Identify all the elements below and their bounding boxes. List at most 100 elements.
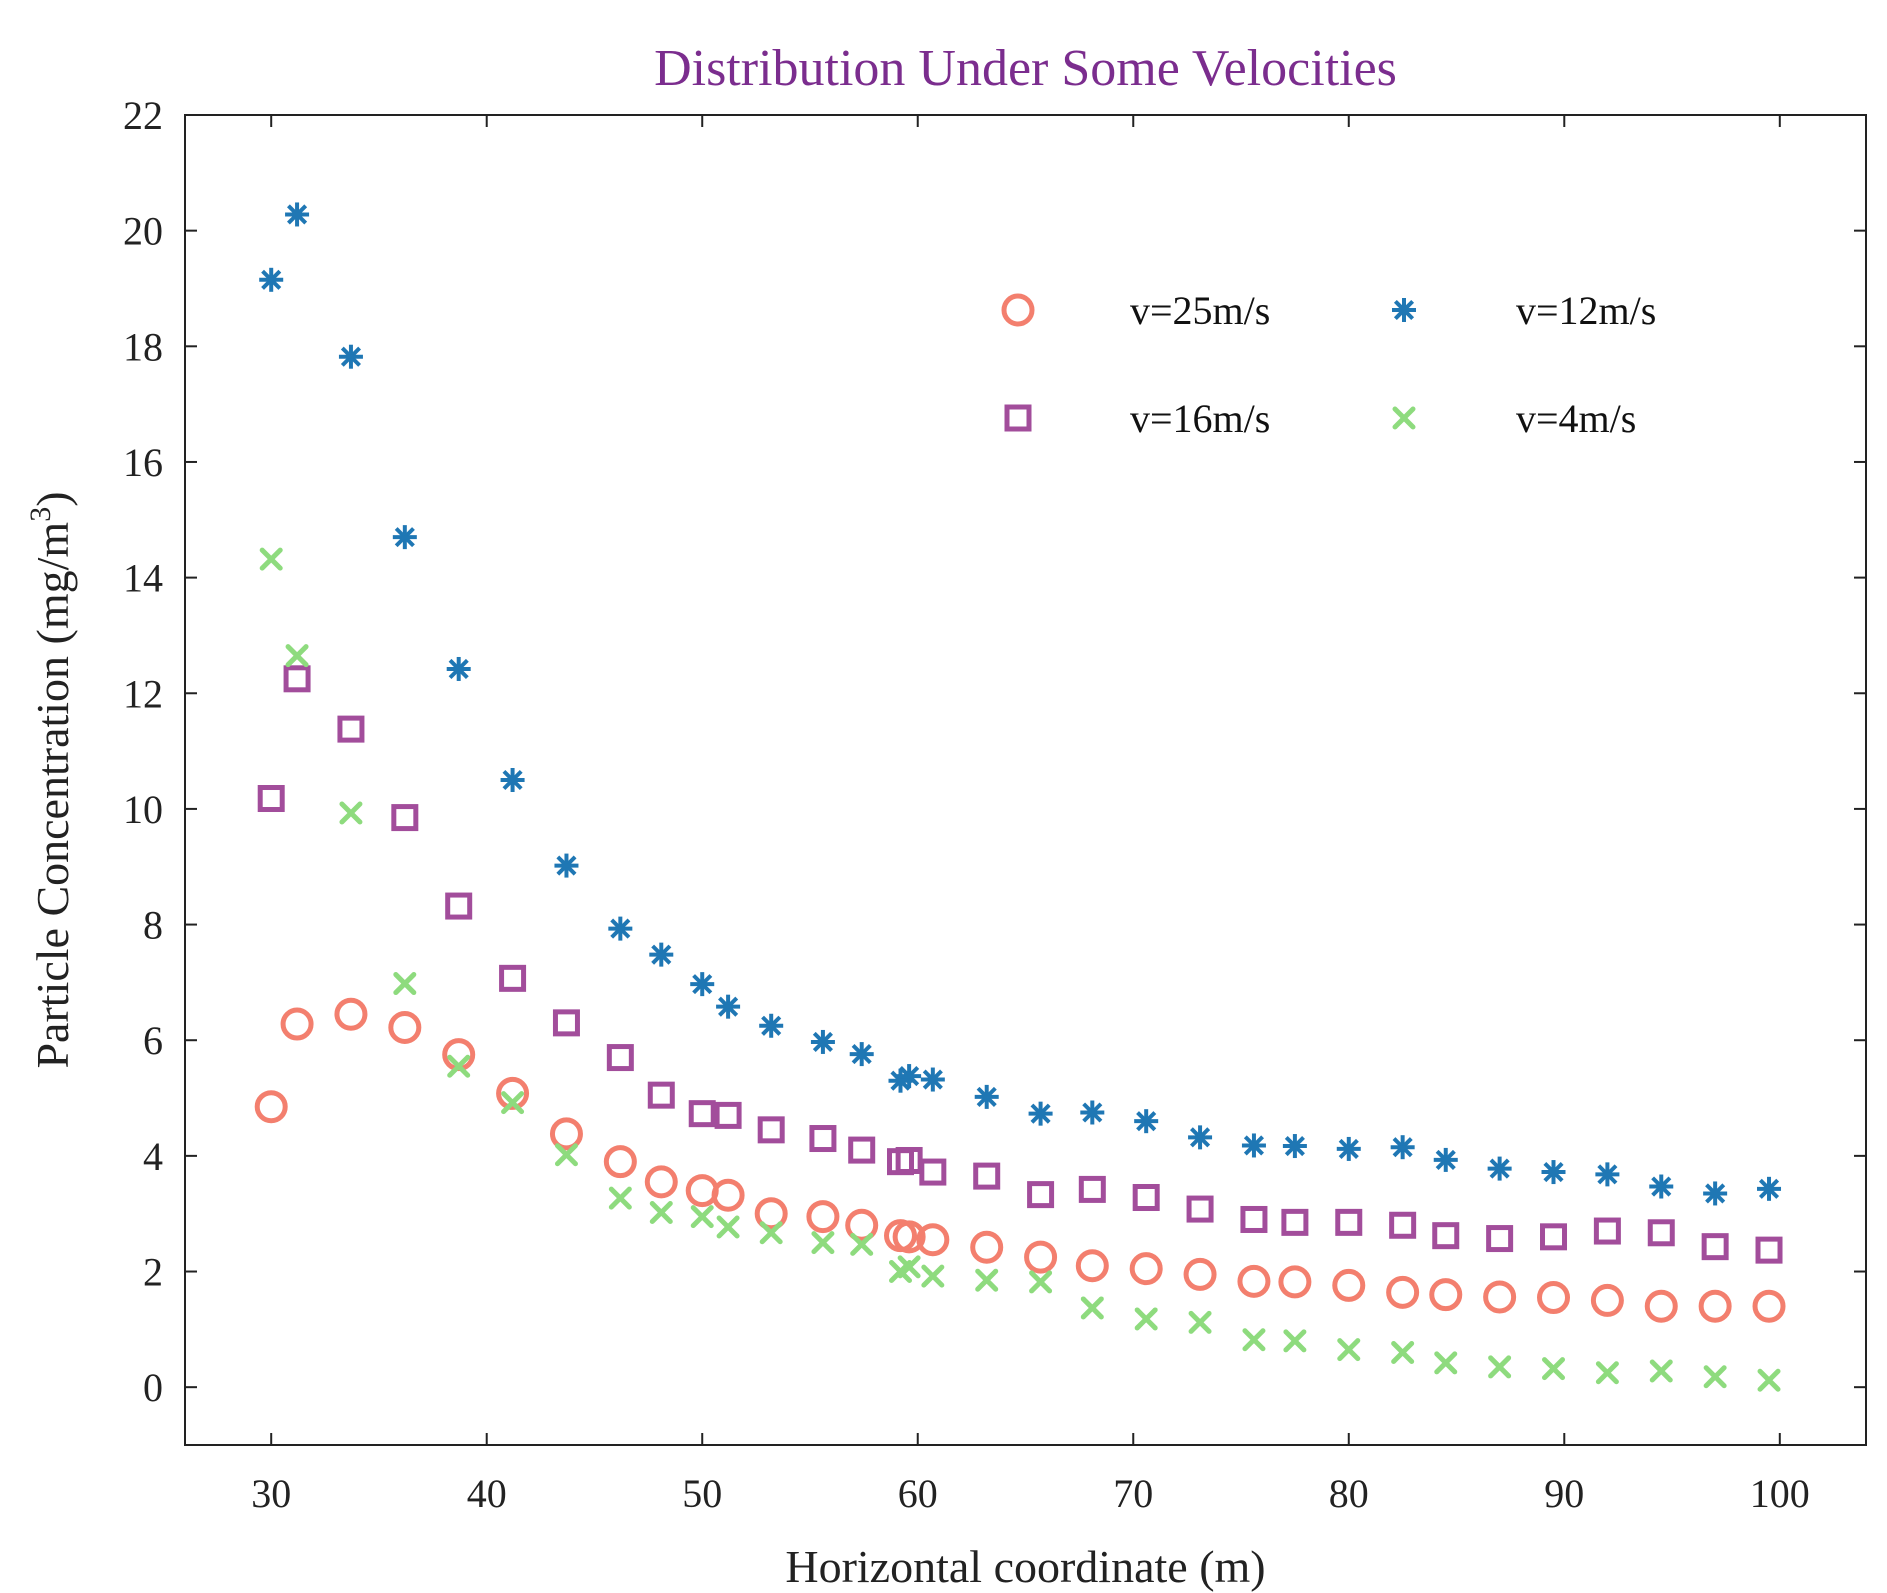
data-point-v-16m-s [1755, 1236, 1783, 1264]
data-point-v-4m-s [716, 1215, 740, 1239]
data-point-v-16m-s [499, 964, 527, 992]
data-point-v-16m-s [1432, 1222, 1460, 1250]
data-point-v-16m-s [1240, 1205, 1268, 1233]
data-point-v-12m-s [1188, 1125, 1213, 1150]
x-stroke [285, 644, 309, 668]
x-stroke [850, 1232, 874, 1256]
data-point-v-16m-s [1186, 1195, 1214, 1223]
data-point-v-12m-s [285, 202, 310, 227]
data-point-v-25m-s [892, 1220, 926, 1254]
x-stroke [1595, 1361, 1619, 1385]
x-stroke [1488, 1355, 1512, 1379]
y-axis-title: Particle Concentration (mg/m3) [24, 491, 78, 1068]
data-point-v-16m-s [1335, 1208, 1363, 1236]
data-point-v-16m-s [647, 1081, 675, 1109]
data-point-v-16m-s [973, 1162, 1001, 1190]
x-stroke [811, 1231, 835, 1255]
data-point-v-4m-s [1757, 1368, 1781, 1392]
legend-label: v=4m/s [1516, 396, 1636, 441]
data-point-v-4m-s [850, 1232, 874, 1256]
data-point-v-4m-s [1080, 1296, 1104, 1320]
data-point-v-12m-s [690, 972, 715, 997]
data-point-v-25m-s [1024, 1240, 1058, 1274]
x-tick-label: 90 [1544, 1471, 1584, 1516]
data-point-v-25m-s [644, 1165, 678, 1199]
data-point-v-12m-s [1703, 1181, 1728, 1206]
data-point-v-25m-s [1129, 1252, 1163, 1286]
data-point-v-4m-s [1337, 1338, 1361, 1362]
data-point-v-25m-s [711, 1178, 745, 1212]
data-point-v-16m-s [1540, 1223, 1568, 1251]
x-stroke [339, 801, 363, 825]
data-point-v-16m-s [391, 804, 419, 832]
x-stroke [1434, 1351, 1458, 1375]
x-stroke [447, 1054, 471, 1078]
x-stroke [608, 1186, 632, 1210]
data-point-v-25m-s [1590, 1283, 1624, 1317]
legend-label: v=16m/s [1130, 396, 1270, 441]
data-point-v-12m-s [259, 267, 284, 292]
data-point-v-4m-s [1488, 1355, 1512, 1379]
data-point-v-25m-s [388, 1010, 422, 1044]
legend-item: v=25m/s [1001, 288, 1270, 333]
data-point-v-12m-s [1134, 1109, 1159, 1134]
data-point-v-4m-s [1188, 1310, 1212, 1334]
data-point-v-4m-s [285, 644, 309, 668]
chart-title: Distribution Under Some Velocities [654, 40, 1397, 97]
data-point-v-16m-s [1647, 1219, 1675, 1247]
data-point-v-4m-s [759, 1221, 783, 1245]
legend-label: v=12m/s [1516, 288, 1656, 333]
data-point-v-16m-s [1389, 1211, 1417, 1239]
legend-marker [1001, 293, 1035, 327]
x-tick-label: 80 [1329, 1471, 1369, 1516]
y-axis-title-superscript: 3 [24, 507, 57, 522]
x-stroke [1242, 1328, 1266, 1352]
y-tick-label: 10 [123, 787, 163, 832]
data-point-v-12m-s [759, 1013, 784, 1038]
x-stroke [649, 1201, 673, 1225]
data-point-v-25m-s [334, 997, 368, 1031]
y-tick-label: 14 [123, 556, 163, 601]
data-point-v-16m-s [1593, 1217, 1621, 1245]
data-point-v-4m-s [690, 1205, 714, 1229]
data-point-v-25m-s [916, 1223, 950, 1257]
data-point-v-25m-s [549, 1117, 583, 1151]
data-point-v-16m-s [757, 1116, 785, 1144]
data-point-v-4m-s [554, 1143, 578, 1167]
series-v-12m-s [259, 202, 1782, 1206]
x-stroke [690, 1205, 714, 1229]
data-point-v-16m-s [688, 1100, 716, 1128]
data-point-v-12m-s [1241, 1133, 1266, 1158]
data-point-v-4m-s [975, 1268, 999, 1292]
data-point-v-25m-s [280, 1007, 314, 1041]
data-point-v-12m-s [554, 853, 579, 878]
data-point-v-12m-s [392, 525, 417, 550]
data-point-v-25m-s [1698, 1289, 1732, 1323]
data-point-v-4m-s [501, 1091, 525, 1115]
data-point-v-16m-s [1701, 1233, 1729, 1261]
x-tick-label: 70 [1113, 1471, 1153, 1516]
x-stroke [1188, 1310, 1212, 1334]
data-point-v-16m-s [552, 1009, 580, 1037]
y-tick-label: 18 [123, 324, 163, 369]
x-stroke [1391, 1340, 1415, 1364]
x-stroke [1392, 406, 1416, 430]
y-tick-label: 4 [143, 1134, 163, 1179]
data-point-v-4m-s [1283, 1329, 1307, 1353]
data-point-v-12m-s [338, 344, 363, 369]
axis-ticks: 30 40 50 60 70 80 90 100 0 2 4 6 8 10 12 14 16 18 20 22 [123, 93, 1866, 1516]
x-tick-label: 60 [898, 1471, 938, 1516]
x-stroke [716, 1215, 740, 1239]
data-point-v-4m-s [921, 1264, 945, 1288]
x-stroke [393, 972, 417, 996]
data-point-v-12m-s [974, 1084, 999, 1109]
x-stroke [554, 1143, 578, 1167]
y-tick-label: 0 [143, 1365, 163, 1410]
series-v-4m-s [259, 547, 1781, 1392]
data-point-v-12m-s [810, 1029, 835, 1054]
data-point-v-25m-s [754, 1197, 788, 1231]
data-point-v-25m-s [496, 1076, 530, 1110]
x-stroke [975, 1268, 999, 1292]
x-stroke [1080, 1296, 1104, 1320]
legend-marker [1392, 298, 1416, 322]
